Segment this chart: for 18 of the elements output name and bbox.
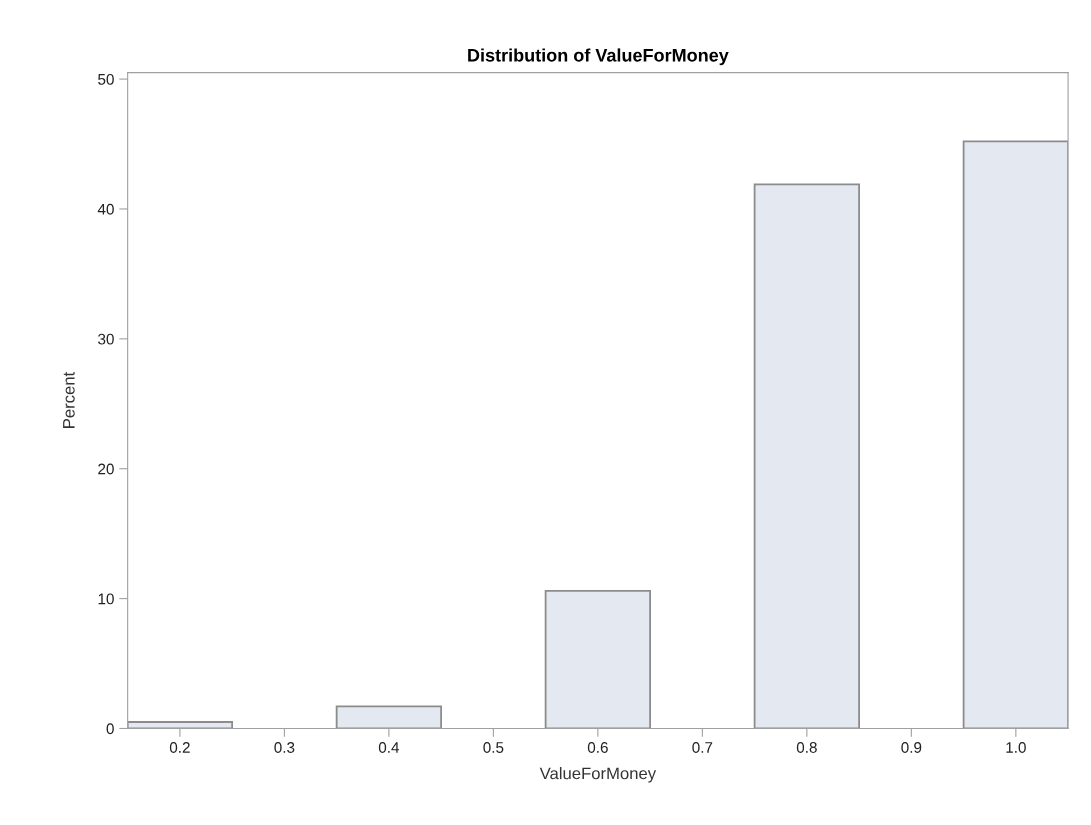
y-tick-label: 0 [106, 723, 114, 735]
x-tick-label: 0.9 [901, 742, 922, 753]
y-tick-label: 20 [98, 463, 114, 475]
x-axis-title: ValueForMoney [539, 767, 657, 783]
x-tick-label: 0.4 [378, 742, 400, 753]
y-axis-title: Percent [63, 371, 75, 428]
x-tick-label: 1.0 [1006, 742, 1026, 753]
x-tick-label: 0.2 [169, 742, 190, 753]
y-tick-label: 50 [98, 73, 114, 85]
x-tick-label: 0.3 [274, 742, 295, 753]
x-tick-label: 0.6 [587, 742, 608, 753]
y-tick-label: 10 [98, 593, 114, 605]
x-tick-label: 0.7 [692, 742, 713, 753]
y-tick-label: 30 [98, 333, 114, 345]
y-tick-label: 40 [97, 203, 114, 215]
x-tick-label: 0.5 [483, 742, 504, 753]
chart-title: Distribution of ValueForMoney [468, 48, 729, 66]
x-tick-label: 0.8 [796, 742, 817, 753]
